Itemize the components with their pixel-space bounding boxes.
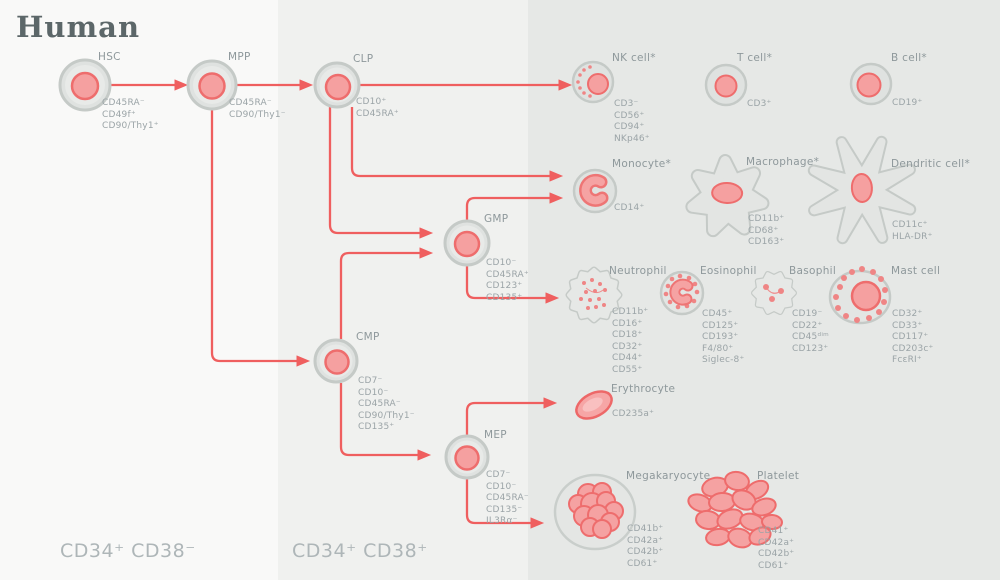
- nk-cell-icon: [571, 60, 615, 104]
- arrow-gmp-monocyte: [465, 192, 564, 220]
- arrow-gmp-granulocyte-row: [465, 266, 560, 304]
- eosinophil-markers: CD45⁺ CD125⁺ CD193⁺ F4/80⁺ Siglec-8⁺: [702, 309, 745, 365]
- mpp-label: MPP: [228, 51, 251, 63]
- arrow-mep-erythrocyte: [465, 397, 558, 435]
- dendritic-label: Dendritic cell*: [891, 158, 971, 170]
- hsc-cell-icon: [58, 58, 112, 112]
- dendritic-cell-icon: [807, 135, 917, 245]
- basophil-cell-icon: [751, 271, 797, 315]
- monocyte-label: Monocyte*: [612, 158, 672, 170]
- mast-cell-markers: CD32⁺ CD33⁺ CD117⁺ CD203c⁺ FcεRI⁺: [892, 309, 934, 365]
- erythrocyte-label: Erythrocyte: [611, 383, 676, 395]
- hsc-markers: CD45RA⁻ CD49f⁺ CD90/Thy1⁺: [102, 98, 159, 131]
- arrow-clp-gmp: [328, 107, 434, 239]
- t-cell-icon: [704, 63, 748, 107]
- platelet-label: Platelet: [757, 470, 800, 482]
- nk-cell-markers: CD3⁻ CD56⁺ CD94⁺ NKp46⁺: [614, 99, 650, 144]
- eosinophil-label: Eosinophil: [700, 265, 757, 277]
- mep-markers: CD7⁻ CD10⁻ CD45RA⁻ CD135⁻ IL3Rα⁻: [486, 470, 529, 526]
- clp-label: CLP: [353, 53, 374, 65]
- mpp-markers: CD45RA⁻ CD90/Thy1⁻: [229, 98, 286, 120]
- gmp-label: GMP: [484, 213, 509, 225]
- zone-label-cd34pos-cd38neg: CD34⁺ CD38⁻: [60, 540, 196, 562]
- eosinophil-cell-icon: [659, 270, 705, 316]
- megakaryocyte-label: Megakaryocyte: [626, 470, 711, 482]
- t-cell-label: T cell*: [737, 52, 773, 64]
- clp-markers: CD10⁺ CD45RA⁺: [356, 97, 399, 119]
- nk-cell-label: NK cell*: [612, 52, 656, 64]
- t-cell-markers: CD3⁺: [747, 99, 772, 109]
- gmp-markers: CD10⁻ CD45RA⁺ CD123⁺ CD135⁺: [486, 258, 529, 303]
- b-cell-markers: CD19⁺: [892, 98, 923, 108]
- gmp-cell-icon: [443, 219, 491, 267]
- macrophage-label: Macrophage*: [746, 156, 820, 168]
- arrow-cmp-gmp: [339, 247, 434, 339]
- mast-cell-icon: [828, 266, 892, 325]
- b-cell-icon: [849, 62, 893, 106]
- page-title: Human: [16, 10, 141, 44]
- neutrophil-markers: CD11b⁺ CD16⁺ CD18⁺ CD32⁺ CD44⁺ CD55⁺: [612, 307, 649, 375]
- basophil-markers: CD19⁻ CD22⁺ CD45ᵈⁱᵐ CD123⁺: [792, 309, 829, 354]
- hsc-label: HSC: [98, 51, 121, 63]
- macrophage-cell-icon: [685, 154, 770, 238]
- arrow-clp-monocyte-row: [350, 107, 564, 182]
- dendritic-markers: CD11c⁺ HLA-DR⁺: [892, 220, 933, 242]
- b-cell-label: B cell*: [891, 52, 927, 64]
- arrow-mpp-cmp: [210, 110, 311, 367]
- mep-cell-icon: [444, 434, 490, 480]
- neutrophil-cell-icon: [565, 266, 623, 324]
- zone-label-cd34pos-cd38pos: CD34⁺ CD38⁺: [292, 540, 428, 562]
- mpp-cell-icon: [186, 59, 238, 111]
- cmp-label: CMP: [356, 331, 380, 343]
- monocyte-cell-icon: [572, 168, 618, 214]
- basophil-label: Basophil: [789, 265, 837, 277]
- erythrocyte-cell-icon: [575, 390, 613, 420]
- cmp-markers: CD7⁻ CD10⁻ CD45RA⁻ CD90/Thy1⁻ CD135⁺: [358, 376, 415, 432]
- platelet-markers: CD41⁺ CD42a⁺ CD42b⁺ CD61⁺: [758, 526, 795, 571]
- macrophage-markers: CD11b⁺ CD68⁺ CD163⁺: [748, 214, 785, 247]
- megakaryocyte-markers: CD41b⁺ CD42a⁺ CD42b⁺ CD61⁺: [627, 524, 664, 569]
- cmp-cell-icon: [313, 338, 359, 384]
- mast-cell-label: Mast cell: [891, 265, 941, 277]
- arrow-cmp-mep: [339, 383, 432, 461]
- monocyte-markers: CD14⁺: [614, 203, 645, 213]
- mep-label: MEP: [484, 429, 507, 441]
- megakaryocyte-cell-icon: [553, 473, 637, 551]
- neutrophil-label: Neutrophil: [609, 265, 667, 277]
- lineage-arrows: [111, 79, 573, 529]
- platelet-cluster-icon: [687, 470, 783, 549]
- erythrocyte-markers: CD235a⁺: [612, 409, 655, 419]
- arrow-mep-megakaryocyte: [465, 479, 545, 529]
- clp-cell-icon: [313, 61, 361, 109]
